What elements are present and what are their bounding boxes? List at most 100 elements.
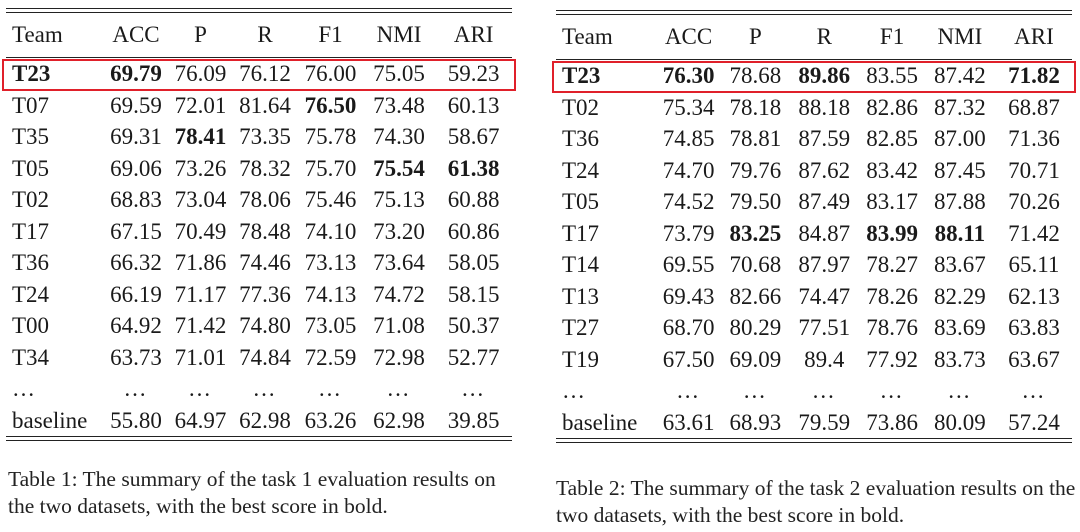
score-cell: 68.70 (662, 315, 715, 340)
score-cell: 82.29 (934, 283, 986, 309)
score-cell: 83.67 (934, 252, 986, 277)
score-cell: 78.68 (729, 63, 782, 88)
score-cell: 73.05 (304, 313, 357, 338)
score-cell: 63.26 (304, 407, 357, 433)
score-cell: 73.48 (373, 92, 425, 118)
score-cell: 70.49 (174, 218, 227, 244)
score-cell: 39.85 (447, 407, 500, 433)
score-cell: 78.48 (239, 218, 291, 244)
score-cell: 73.20 (373, 218, 425, 244)
score-cell: … (188, 376, 213, 401)
column-header: ARI (453, 22, 494, 47)
score-cell: 79.59 (798, 409, 851, 435)
table-row: T07 69.59 72.01 81.64 76.50 73.48 60.13 (6, 90, 512, 122)
team-cell: T17 (12, 218, 50, 244)
score-cell: 74.47 (798, 283, 851, 309)
score-cell: 63.61 (662, 409, 715, 435)
score-cell: 70.26 (1008, 189, 1060, 214)
table-row: T02 68.83 73.04 78.06 75.46 75.13 60.88 (6, 184, 512, 216)
column-header: P (194, 22, 207, 47)
table-row: ………………… (556, 375, 1072, 407)
score-cell: 60.88 (447, 187, 500, 212)
score-cell: 64.92 (110, 313, 162, 338)
score-cell: 70.71 (1008, 157, 1060, 183)
score-cell: 74.46 (239, 250, 291, 275)
score-cell: 74.30 (373, 124, 425, 149)
column-header: F1 (318, 22, 343, 47)
score-cell: 76.50 (304, 92, 357, 118)
score-cell: 77.51 (798, 315, 851, 340)
score-cell: 87.45 (934, 157, 986, 183)
table-row: T05 69.06 73.26 78.32 75.70 75.54 61.38 (6, 153, 512, 185)
score-cell: 88.18 (798, 94, 851, 120)
score-cell: … (461, 376, 487, 401)
column-header: P (748, 24, 762, 49)
score-cell: 76.30 (662, 63, 715, 88)
table-1-caption: Table 1: The summary of the task 1 evalu… (8, 467, 496, 518)
score-cell: 71.36 (1008, 126, 1060, 151)
score-cell: 69.09 (729, 346, 782, 372)
score-cell: 88.11 (934, 220, 986, 246)
column-header: F1 (879, 24, 905, 49)
results-table-1: Team ACC P R F1 NMI ARI T23 69.79 76.09 76.12 76.0… (6, 13, 512, 436)
table-row: baseline 63.61 68.93 79.59 73.86 80.09 57.24 (556, 407, 1072, 439)
column-header: Team (562, 24, 613, 49)
score-cell: 60.86 (447, 218, 500, 244)
score-cell: 57.24 (1008, 409, 1060, 435)
score-cell: 83.55 (866, 63, 918, 88)
score-cell: 78.32 (239, 155, 291, 181)
score-cell: 81.64 (239, 92, 291, 118)
score-cell: 73.35 (239, 124, 291, 149)
score-cell: 74.10 (304, 218, 357, 244)
score-cell: 73.64 (373, 250, 425, 275)
score-cell: 71.17 (174, 281, 227, 307)
team-cell: baseline (12, 407, 88, 433)
score-cell: 89.86 (798, 63, 851, 88)
score-cell: 87.42 (934, 63, 986, 88)
results-table-2: Team ACC P R F1 NMI ARI T23 76.30 78.68 89.86 83.5… (556, 15, 1072, 438)
score-cell: 66.32 (110, 250, 162, 275)
header-rule (556, 59, 1072, 60)
score-cell: 71.42 (174, 313, 227, 338)
score-cell: 75.05 (373, 61, 425, 86)
team-cell: T02 (562, 94, 600, 120)
score-cell: 74.84 (239, 344, 291, 370)
team-cell: T23 (12, 61, 51, 86)
score-cell: 74.70 (662, 157, 715, 183)
score-cell: 87.59 (798, 126, 851, 151)
bottom-rule (556, 438, 1072, 443)
score-cell: 72.01 (174, 92, 227, 118)
team-cell: T24 (562, 157, 600, 183)
table-row: T00 64.92 71.42 74.80 73.05 71.08 50.37 (6, 310, 512, 342)
team-cell: T35 (12, 124, 50, 149)
score-cell: 73.13 (304, 250, 357, 275)
column-header: ACC (112, 22, 160, 47)
score-cell: 69.31 (110, 124, 162, 149)
table-row: T02 75.34 78.18 88.18 82.86 87.32 68.87 (556, 92, 1072, 124)
column-header: ARI (1014, 24, 1054, 49)
table-row: T36 66.32 71.86 74.46 73.13 73.64 58.05 (6, 247, 512, 279)
score-cell: 69.43 (662, 283, 715, 309)
column-header: R (257, 22, 273, 47)
score-cell: 74.13 (304, 281, 357, 307)
team-cell: T13 (562, 283, 600, 309)
score-cell: 73.79 (662, 220, 715, 246)
score-cell: 75.78 (304, 124, 357, 149)
score-cell: 75.54 (373, 155, 425, 181)
score-cell: 72.98 (373, 344, 425, 370)
score-cell: 73.04 (174, 187, 227, 212)
score-cell: 78.18 (729, 94, 782, 120)
top-rule (556, 10, 1072, 15)
score-cell: 75.34 (662, 94, 715, 120)
table-row: T36 74.85 78.81 87.59 82.85 87.00 71.36 (556, 123, 1072, 155)
score-cell: 68.87 (1008, 94, 1060, 120)
table-row: T13 69.43 82.66 74.47 78.26 82.29 62.13 (556, 281, 1072, 313)
team-cell: T27 (562, 315, 600, 340)
table-row: T17 73.79 83.25 84.87 83.99 88.11 71.42 (556, 218, 1072, 250)
score-cell: 74.72 (373, 281, 425, 307)
score-cell: 89.4 (804, 346, 845, 372)
table-1: Team ACC P R F1 NMI ARI T23 69.79 76.09 76.12 76.0… (2, 8, 516, 441)
score-cell: 78.41 (174, 124, 227, 149)
score-cell: 62.13 (1008, 283, 1060, 309)
score-cell: 87.88 (934, 189, 986, 214)
